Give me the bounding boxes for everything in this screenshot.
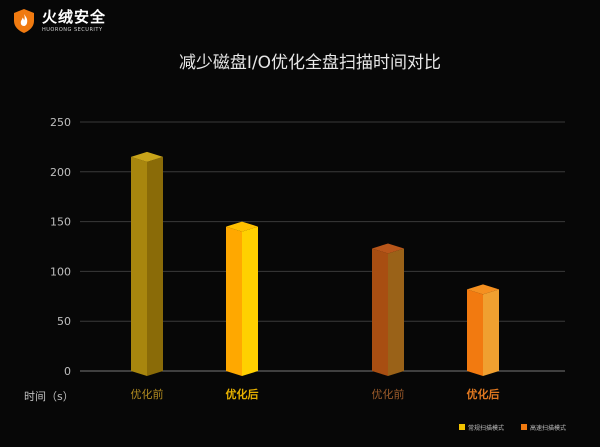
logo-name: 火绒安全 [42, 7, 107, 26]
bar-top [372, 243, 404, 254]
logo-subtitle: HUORONG SECURITY [42, 26, 103, 33]
bar-face-front [131, 156, 147, 376]
bar-face-side [242, 226, 258, 376]
x-category-label: 优化前 [131, 387, 164, 401]
y-tick-label: 200 [50, 166, 71, 179]
bar-face-side [388, 248, 404, 376]
legend-swatch [521, 424, 527, 430]
y-tick-label: 50 [57, 315, 71, 328]
legend-label: 常规扫描模式 [468, 424, 504, 432]
y-axis-title: 时间（s） [24, 390, 74, 403]
y-tick-label: 150 [50, 216, 71, 229]
legend-label: 高速扫描模式 [530, 424, 566, 432]
huorong-logo: 火绒安全 HUORONG SECURITY [12, 8, 106, 34]
y-tick-label: 250 [50, 116, 71, 129]
bar-face-front [467, 289, 483, 376]
shield-flame-icon [14, 9, 34, 33]
x-category-label: 优化后 [467, 387, 500, 401]
bar-top [131, 151, 163, 162]
x-category-label: 优化后 [226, 387, 259, 401]
bar-top [467, 284, 499, 295]
bar-face-side [147, 156, 163, 376]
bar-top [226, 221, 258, 232]
chart-title: 减少磁盘I/O优化全盘扫描时间对比 [178, 53, 442, 73]
bar-face-side [483, 289, 499, 376]
legend-swatch [459, 424, 465, 430]
y-tick-label: 0 [64, 365, 71, 378]
bar-face-front [226, 226, 242, 376]
bar-face-front [372, 248, 388, 376]
y-tick-label: 100 [50, 265, 71, 278]
x-category-label: 优化前 [372, 387, 405, 401]
